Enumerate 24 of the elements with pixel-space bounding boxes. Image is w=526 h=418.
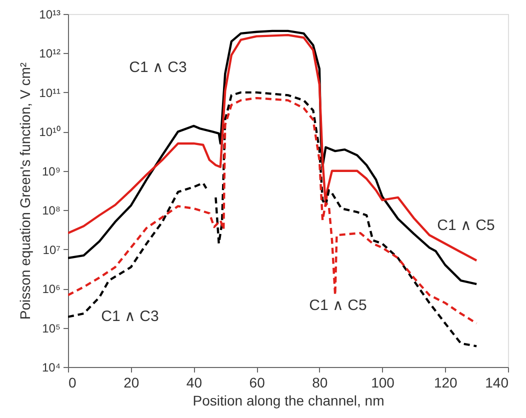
y-tick-label: 10⁷ — [42, 242, 60, 257]
y-tick-label: 10¹² — [39, 46, 60, 61]
y-axis-title: Poisson equation Green's function, V cm² — [17, 62, 34, 320]
y-tick-label: 10⁸ — [42, 204, 60, 218]
y-tick-label: 10⁴ — [42, 360, 60, 374]
x-tick-label: 40 — [186, 374, 202, 390]
y-tick-label: 10⁹ — [42, 164, 60, 178]
x-tick-label: 120 — [434, 374, 458, 390]
x-tick-label: 80 — [312, 374, 328, 390]
annotation: C1 ∧ C5 — [309, 297, 367, 314]
y-tick-label: 10¹⁰ — [39, 125, 60, 140]
x-tick-label: 100 — [371, 374, 395, 390]
x-tick-label: 140 — [485, 374, 509, 390]
x-tick-label: 0 — [68, 374, 76, 390]
y-tick-label: 10⁵ — [42, 321, 61, 336]
x-axis-title: Position along the channel, nm — [192, 392, 384, 408]
x-tick-label: 20 — [124, 374, 140, 390]
annotation: C1 ∧ C3 — [129, 59, 187, 76]
annotation: C1 ∧ C3 — [101, 308, 159, 325]
y-tick-label: 10¹¹ — [39, 86, 60, 100]
y-tick-label: 10¹³ — [39, 8, 60, 22]
annotation: C1 ∧ C5 — [437, 217, 495, 234]
x-tick-label: 60 — [249, 374, 266, 390]
y-tick-label: 10⁶ — [42, 282, 61, 296]
